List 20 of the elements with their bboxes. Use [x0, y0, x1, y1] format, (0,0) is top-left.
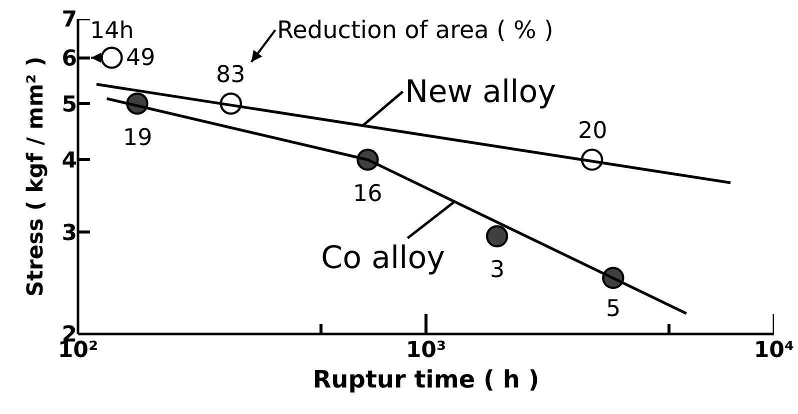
annotation: 19 [123, 125, 152, 151]
annotation: 20 [578, 118, 608, 144]
annotation: 14h [90, 18, 134, 44]
annotation: Reduction of area ( % ) [277, 16, 554, 44]
y-tick-label: 4 [62, 148, 77, 174]
y-tick-label: 5 [62, 92, 77, 118]
annotation: 5 [606, 296, 621, 322]
y-tick-label: 6 [62, 46, 77, 72]
legend-label: New alloy [405, 74, 556, 110]
annotation: 3 [490, 257, 505, 283]
x-tick-label: 10⁴ [754, 338, 794, 363]
y-axis-title: Stress ( kgf / mm² ) [23, 56, 48, 297]
y-tick-label: 3 [62, 220, 77, 246]
annotation: 83 [216, 62, 246, 88]
annotation: 16 [353, 181, 382, 207]
annotation: 49 [126, 45, 156, 71]
x-tick-label: 10³ [406, 338, 446, 363]
y-tick-label: 7 [62, 8, 77, 33]
x-axis-title: Ruptur time ( h ) [312, 365, 540, 394]
series-label: Co alloy [321, 240, 445, 276]
